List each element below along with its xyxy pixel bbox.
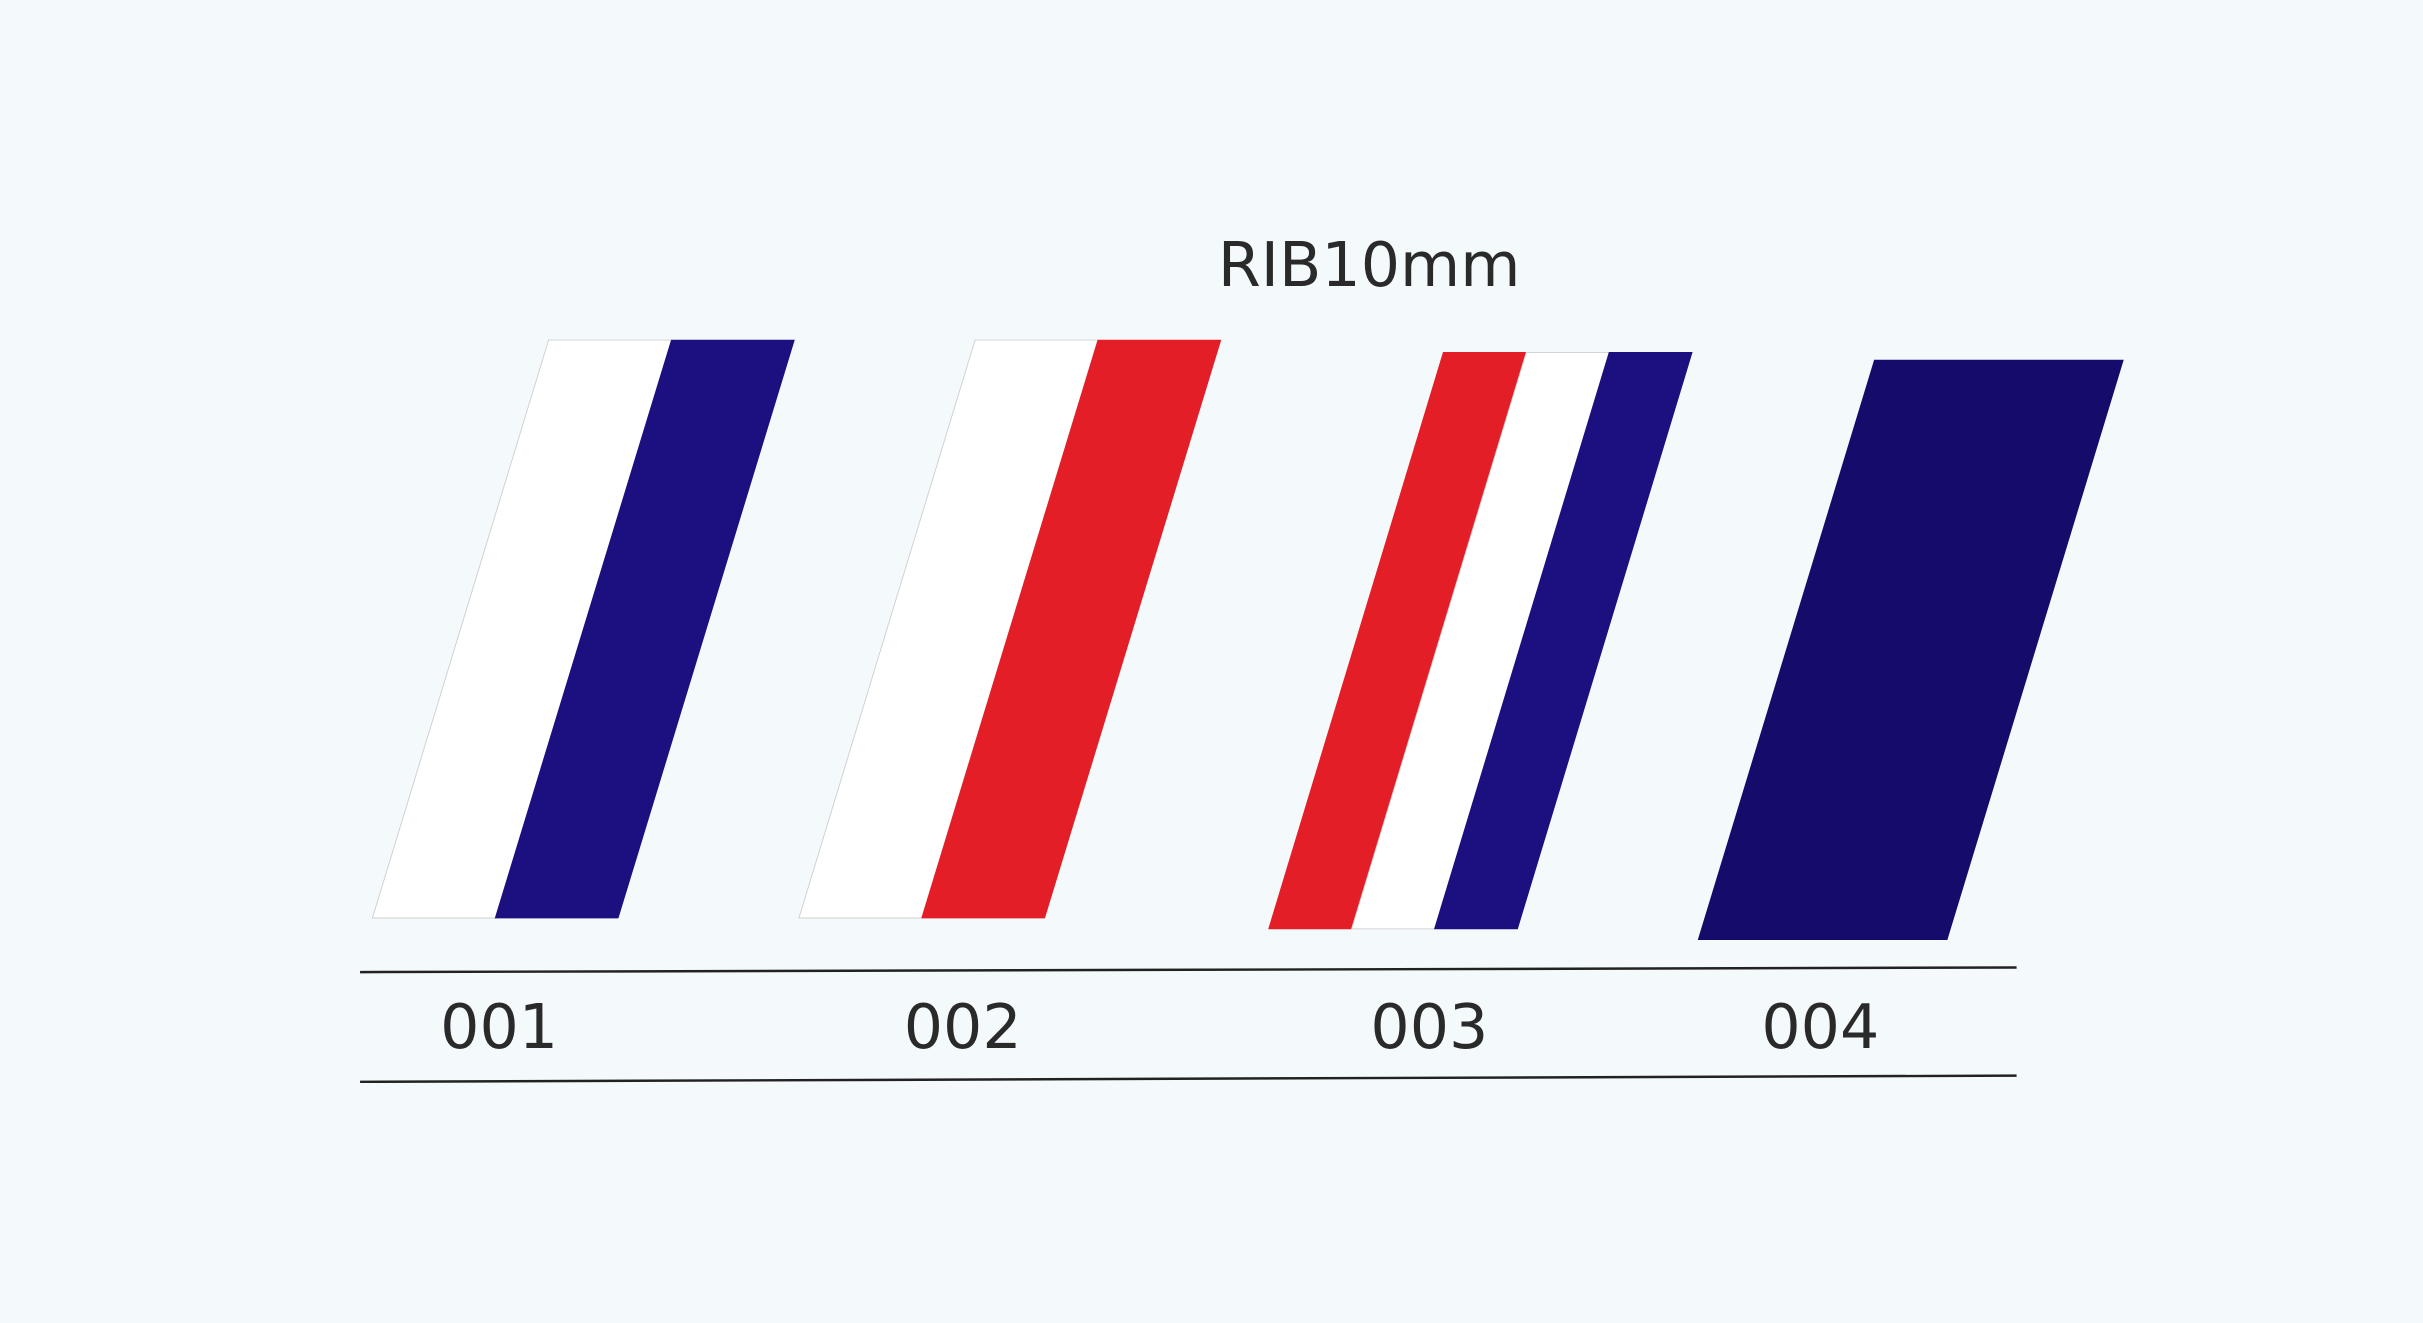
swatch-label: 002 [904,991,1022,1063]
title: RIB10mm [1218,229,1521,301]
swatch-label: 004 [1761,991,1879,1063]
divider [360,966,2017,974]
swatch-label: 001 [440,991,558,1063]
color-stripe [1434,352,1693,930]
color-stripe [921,339,1222,919]
swatch-label: 003 [1370,991,1488,1063]
color-stripe [494,339,795,919]
color-stripe [1697,359,2124,941]
divider [360,1074,2017,1084]
